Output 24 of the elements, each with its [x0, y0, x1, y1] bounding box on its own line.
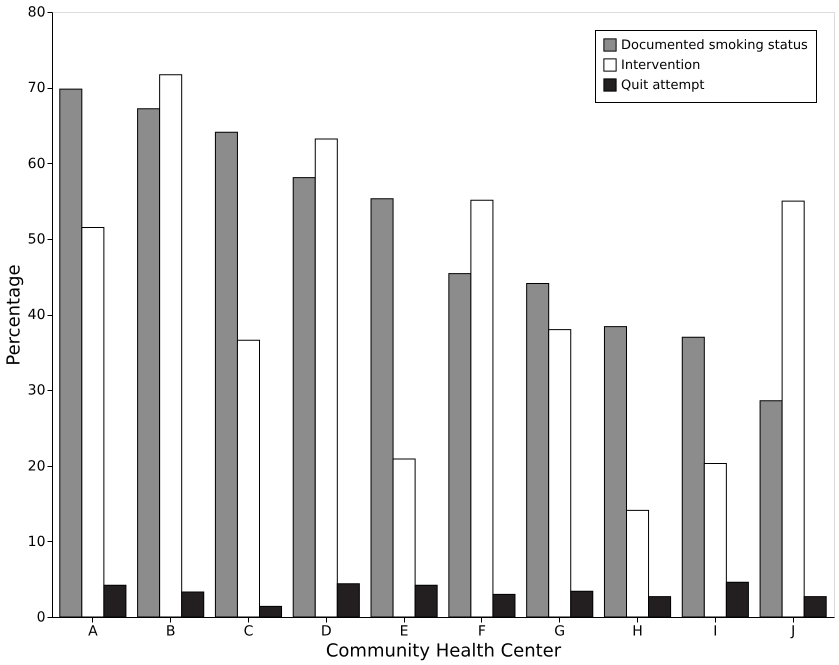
x-tick-label: I [713, 624, 718, 640]
y-tick-label: 50 [28, 231, 46, 248]
x-tick-label: H [632, 624, 643, 640]
y-tick-label: 70 [28, 80, 46, 96]
y-tick-label: 60 [28, 156, 46, 172]
x-tick-label: D [320, 624, 332, 640]
legend-label: Documented smoking status [621, 38, 808, 53]
x-tick-label: C [244, 624, 254, 640]
x-tick-label: E [400, 624, 409, 640]
y-axis-title: Percentage [4, 264, 25, 366]
x-tick-label: B [166, 624, 176, 640]
y-tick-label: 30 [28, 382, 46, 399]
x-tick-label: J [790, 624, 796, 640]
y-tick-label: 0 [36, 610, 46, 626]
legend-label: Quit attempt [621, 78, 704, 93]
y-tick-label: 20 [28, 458, 46, 474]
legend-label: Intervention [621, 58, 700, 73]
x-tick-label: F [478, 624, 486, 640]
x-tick-label: G [554, 624, 566, 640]
y-tick-label: 10 [28, 534, 46, 550]
y-tick-label: 40 [28, 307, 46, 323]
x-tick-label: A [88, 624, 98, 640]
y-tick-label: 80 [28, 4, 46, 20]
x-axis-title: Community Health Center [326, 640, 562, 662]
